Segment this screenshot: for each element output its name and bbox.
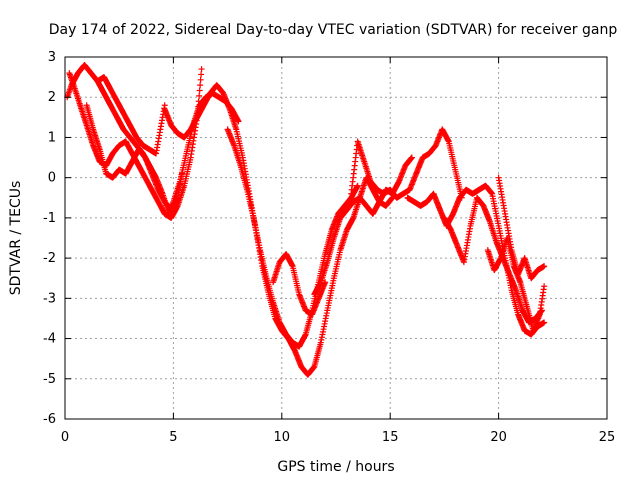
y-tick-label: 0 (48, 171, 56, 186)
series-2 (66, 66, 205, 221)
data-point (354, 182, 361, 189)
y-tick-label: 3 (48, 50, 56, 65)
data-point (197, 76, 204, 83)
axis-ticks: 0 5 10 15 20 25 -6 -5 -4 -3 -2 -1 0 1 2 3 (43, 50, 615, 445)
data-point (198, 71, 205, 78)
plot-frame (64, 56, 608, 420)
x-axis-label: GPS time / hours (277, 459, 394, 475)
series-11 (441, 194, 545, 326)
series-10 (404, 182, 548, 338)
data-point (541, 319, 548, 326)
series-7 (270, 251, 329, 318)
y-tick-label: -2 (43, 251, 56, 266)
series-9 (348, 126, 465, 201)
y-tick-label: -6 (43, 412, 56, 427)
data-point (541, 283, 548, 290)
data-point (408, 154, 415, 161)
data-point (179, 170, 186, 177)
y-tick-label: -3 (43, 291, 56, 306)
x-tick-label: 5 (169, 430, 177, 445)
y-tick-label: -5 (43, 372, 56, 387)
y-tick-label: -4 (43, 332, 56, 347)
series-3 (83, 102, 186, 213)
x-tick-label: 25 (599, 430, 616, 445)
data-point (196, 92, 203, 99)
x-tick-label: 0 (61, 430, 69, 445)
data-point (197, 82, 204, 89)
series-8 (311, 154, 415, 298)
y-tick-label: -1 (43, 211, 56, 226)
series-6 (224, 126, 361, 350)
y-tick-label: 2 (48, 90, 56, 105)
data-point (196, 87, 203, 94)
x-tick-label: 20 (490, 430, 507, 445)
data-points (64, 62, 548, 378)
data-point (541, 263, 548, 270)
data-point (195, 98, 202, 105)
x-tick-label: 10 (274, 430, 291, 445)
data-point (198, 66, 205, 73)
y-axis-label: SDTVAR / TECUs (8, 181, 24, 296)
series-13 (495, 174, 548, 282)
series-12 (484, 235, 548, 334)
series-4 (94, 74, 168, 157)
chart-title: Day 174 of 2022, Sidereal Day-to-day VTE… (49, 22, 618, 38)
x-tick-label: 15 (382, 430, 399, 445)
y-tick-label: 1 (48, 130, 56, 145)
